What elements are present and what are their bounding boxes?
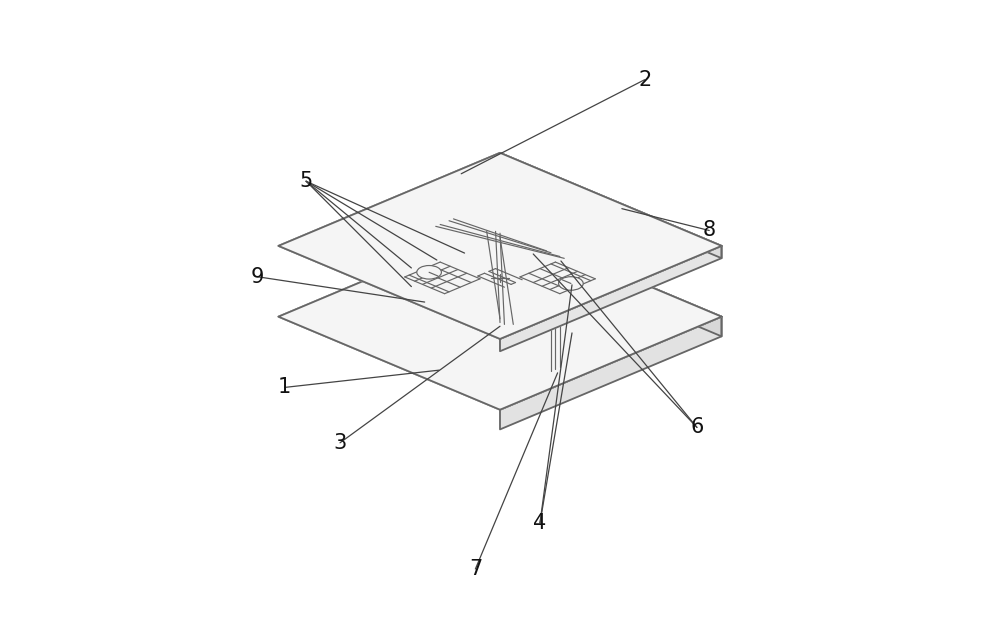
Polygon shape <box>500 317 722 429</box>
Polygon shape <box>389 232 611 324</box>
Ellipse shape <box>559 277 583 290</box>
Polygon shape <box>278 224 722 410</box>
Polygon shape <box>375 250 494 301</box>
Text: 1: 1 <box>278 378 291 397</box>
Polygon shape <box>503 254 625 305</box>
Text: 5: 5 <box>300 171 313 191</box>
Polygon shape <box>365 223 635 337</box>
Polygon shape <box>500 153 722 258</box>
Polygon shape <box>278 153 722 339</box>
Text: 3: 3 <box>333 433 347 453</box>
Text: 8: 8 <box>703 220 716 240</box>
Polygon shape <box>500 279 635 349</box>
Text: 9: 9 <box>250 266 264 287</box>
Polygon shape <box>365 223 635 337</box>
Polygon shape <box>278 153 722 339</box>
Ellipse shape <box>417 266 441 279</box>
Text: 2: 2 <box>638 70 651 89</box>
Text: 4: 4 <box>533 513 547 533</box>
Polygon shape <box>278 224 722 410</box>
Polygon shape <box>500 224 722 337</box>
Polygon shape <box>500 246 722 351</box>
Text: 7: 7 <box>469 559 482 579</box>
Text: 6: 6 <box>690 417 704 437</box>
Polygon shape <box>500 223 635 292</box>
